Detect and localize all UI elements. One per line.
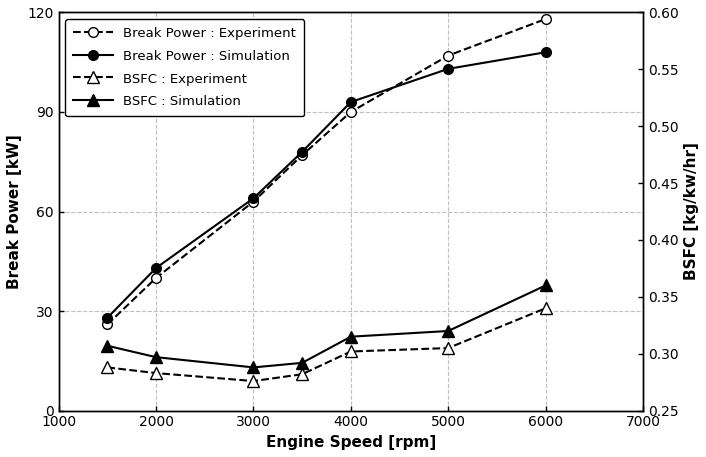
- Break Power : Simulation: (3.5e+03, 78): Simulation: (3.5e+03, 78): [298, 149, 306, 154]
- Break Power : Simulation: (1.5e+03, 28): Simulation: (1.5e+03, 28): [103, 315, 112, 320]
- Break Power : Simulation: (6e+03, 108): Simulation: (6e+03, 108): [542, 49, 550, 55]
- Break Power : Experiment: (2e+03, 40): Experiment: (2e+03, 40): [152, 275, 160, 281]
- BSFC : Experiment: (2e+03, 11.3): Experiment: (2e+03, 11.3): [152, 370, 160, 376]
- BSFC : Experiment: (1.5e+03, 13): Experiment: (1.5e+03, 13): [103, 365, 112, 370]
- BSFC : Experiment: (4e+03, 17.8): Experiment: (4e+03, 17.8): [347, 349, 355, 354]
- BSFC : Simulation: (5e+03, 24): Simulation: (5e+03, 24): [444, 328, 453, 334]
- Break Power : Experiment: (5e+03, 107): Experiment: (5e+03, 107): [444, 53, 453, 58]
- X-axis label: Engine Speed [rpm]: Engine Speed [rpm]: [265, 435, 436, 450]
- Line: BSFC : Simulation: BSFC : Simulation: [102, 280, 551, 373]
- Break Power : Simulation: (3e+03, 64): Simulation: (3e+03, 64): [249, 196, 258, 201]
- BSFC : Simulation: (1.5e+03, 19.5): Simulation: (1.5e+03, 19.5): [103, 343, 112, 349]
- Break Power : Experiment: (1.5e+03, 26): Experiment: (1.5e+03, 26): [103, 322, 112, 327]
- Break Power : Simulation: (4e+03, 93): Simulation: (4e+03, 93): [347, 99, 355, 105]
- BSFC : Simulation: (6e+03, 37.7): Simulation: (6e+03, 37.7): [542, 283, 550, 288]
- BSFC : Experiment: (6e+03, 30.9): Experiment: (6e+03, 30.9): [542, 305, 550, 311]
- BSFC : Simulation: (3e+03, 13): Simulation: (3e+03, 13): [249, 365, 258, 370]
- Break Power : Experiment: (3e+03, 63): Experiment: (3e+03, 63): [249, 199, 258, 204]
- Y-axis label: BSFC [kg/kw/hr]: BSFC [kg/kw/hr]: [684, 143, 699, 281]
- Break Power : Experiment: (4e+03, 90): Experiment: (4e+03, 90): [347, 109, 355, 115]
- BSFC : Experiment: (5e+03, 18.9): Experiment: (5e+03, 18.9): [444, 345, 453, 351]
- Line: Break Power : Experiment: Break Power : Experiment: [102, 14, 551, 329]
- Break Power : Simulation: (2e+03, 43): Simulation: (2e+03, 43): [152, 265, 160, 271]
- Line: BSFC : Experiment: BSFC : Experiment: [102, 303, 551, 387]
- Break Power : Simulation: (5e+03, 103): Simulation: (5e+03, 103): [444, 66, 453, 72]
- BSFC : Experiment: (3.5e+03, 11): Experiment: (3.5e+03, 11): [298, 372, 306, 377]
- BSFC : Simulation: (3.5e+03, 14.4): Simulation: (3.5e+03, 14.4): [298, 360, 306, 366]
- Break Power : Experiment: (6e+03, 118): Experiment: (6e+03, 118): [542, 16, 550, 22]
- Y-axis label: Break Power [kW]: Break Power [kW]: [7, 134, 22, 289]
- Legend: Break Power : Experiment, Break Power : Simulation, BSFC : Experiment, BSFC : Si: Break Power : Experiment, Break Power : …: [66, 19, 304, 116]
- BSFC : Simulation: (2e+03, 16.1): Simulation: (2e+03, 16.1): [152, 355, 160, 360]
- BSFC : Simulation: (4e+03, 22.3): Simulation: (4e+03, 22.3): [347, 334, 355, 340]
- Break Power : Experiment: (3.5e+03, 77): Experiment: (3.5e+03, 77): [298, 152, 306, 158]
- BSFC : Experiment: (3e+03, 8.91): Experiment: (3e+03, 8.91): [249, 378, 258, 384]
- Line: Break Power : Simulation: Break Power : Simulation: [102, 48, 551, 323]
